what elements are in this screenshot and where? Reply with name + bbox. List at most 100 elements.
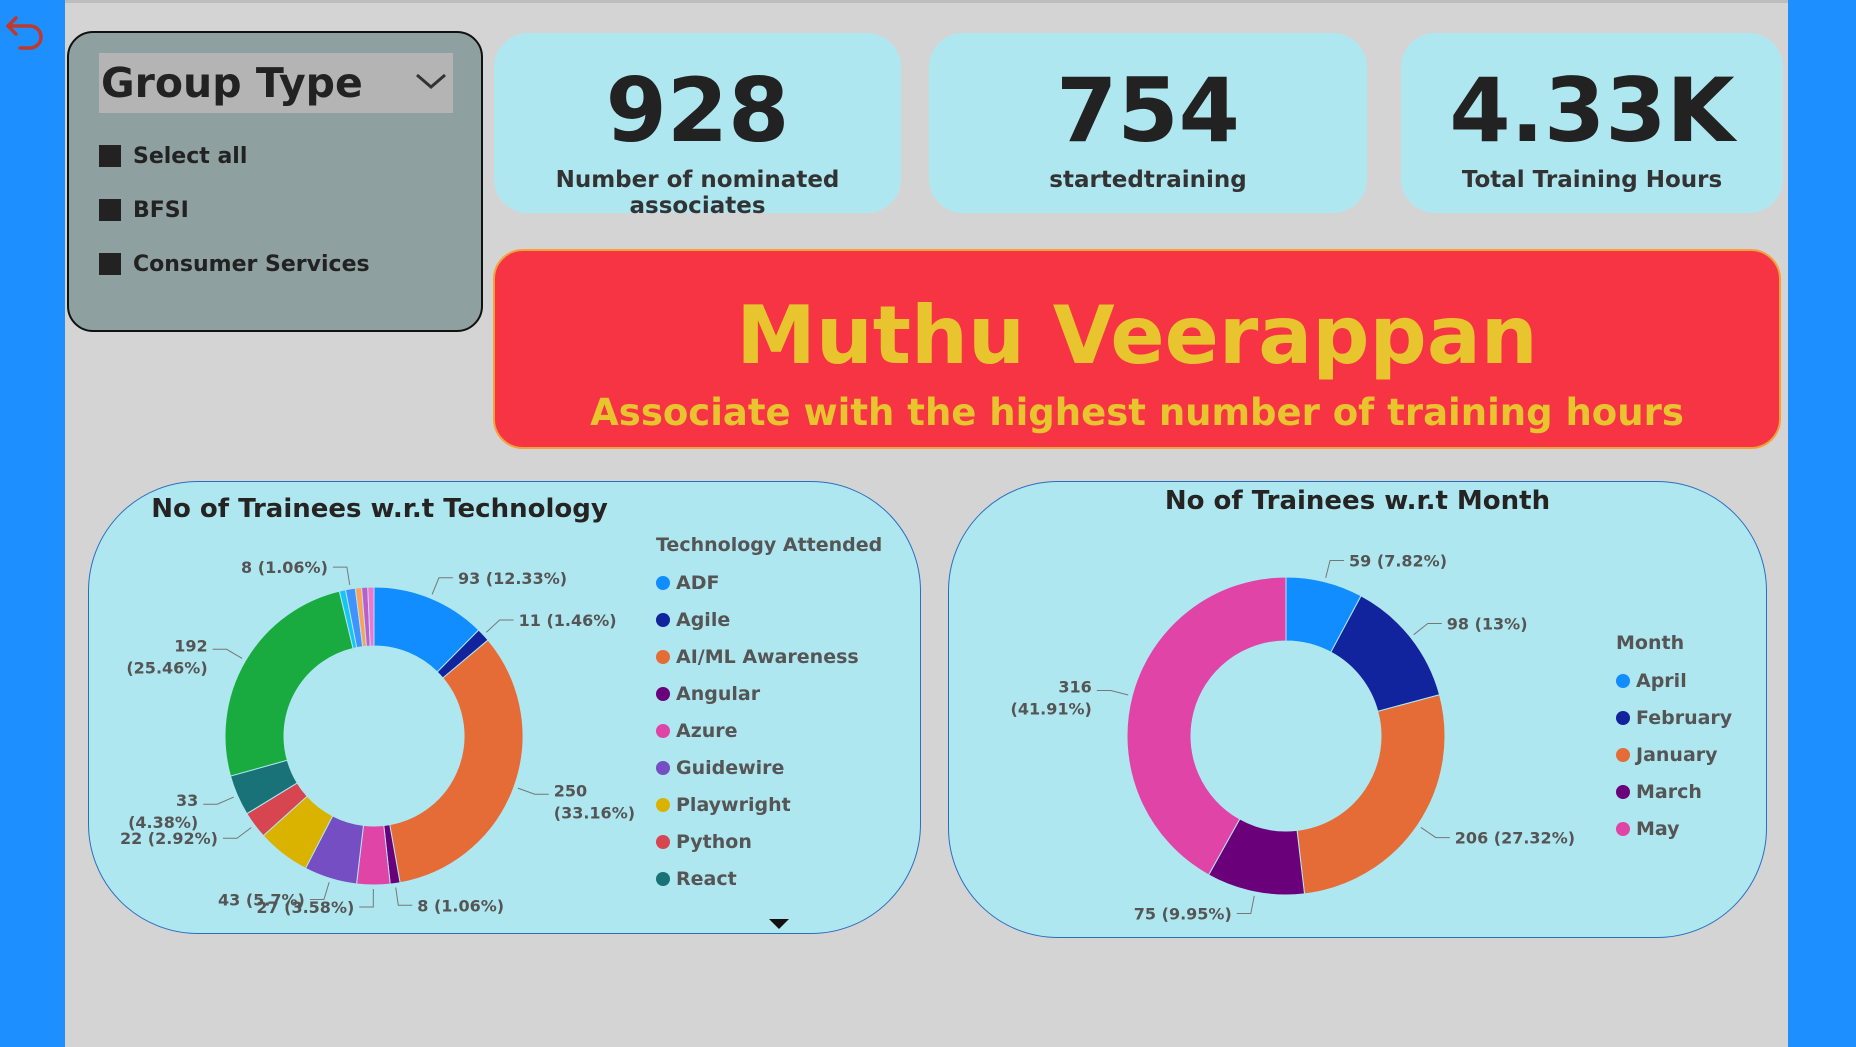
right-sidebar — [1788, 0, 1856, 1047]
label-leader-line — [431, 577, 453, 595]
slicer-item-label: BFSI — [133, 197, 189, 223]
legend-marker — [656, 723, 670, 738]
legend-title: Month — [1616, 632, 1685, 654]
donut-slice-january[interactable] — [1296, 694, 1446, 895]
kpi-card-nominated: 928 Number of nominated associates — [494, 33, 901, 219]
label-leader-line — [222, 827, 252, 839]
data-label: 192 (25.46%) — [126, 636, 207, 677]
legend-label: Agile — [676, 608, 731, 631]
kpi-value: 928 — [605, 59, 790, 162]
checkbox[interactable] — [99, 145, 121, 167]
kpi-card-training-hours: 4.33K Total Training Hours — [1401, 33, 1783, 213]
legend-label: February — [1636, 706, 1733, 729]
data-label: 98 (13%) — [1447, 614, 1528, 633]
checkbox[interactable] — [99, 199, 121, 221]
donut-slice-unnamed-9[interactable] — [224, 590, 354, 777]
legend-marker — [656, 612, 670, 627]
legend-item-react[interactable]: React — [656, 860, 882, 897]
slicer-item-select-all[interactable]: Select all — [99, 139, 247, 173]
slicer-item-bfsi[interactable]: BFSI — [99, 193, 189, 227]
canvas-top-border — [65, 0, 1788, 3]
slicer-item-consumer-services[interactable]: Consumer Services — [99, 247, 370, 281]
slicer-title: Group Type — [101, 59, 363, 107]
legend-item-ai-ml-awareness[interactable]: AI/ML Awareness — [656, 638, 882, 675]
data-label: 75 (9.95%) — [1134, 905, 1232, 924]
group-type-slicer: Group Type Select all BFSI Consumer Serv… — [67, 31, 483, 332]
kpi-label: startedtraining — [1049, 167, 1247, 193]
kpi-value: 754 — [1056, 59, 1240, 162]
legend-label: React — [676, 867, 737, 890]
chevron-down-icon[interactable] — [411, 65, 451, 97]
legend-item-march[interactable]: March — [1616, 773, 1732, 810]
legend-label: Python — [676, 830, 752, 853]
month-donut-chart[interactable]: 59 (7.82%) 98 (13%) 206 (27.32%) 75 (9.95%)… — [949, 482, 1768, 939]
legend-marker — [1616, 747, 1630, 762]
label-leader-line — [332, 566, 351, 586]
label-leader-line — [203, 796, 234, 805]
slicer-item-label: Consumer Services — [133, 251, 370, 277]
associate-name: Muthu Veerappan — [736, 289, 1538, 382]
data-label: 8 (1.06%) — [417, 896, 504, 915]
legend-item-guidewire[interactable]: Guidewire — [656, 749, 882, 786]
label-leader-line — [486, 619, 514, 633]
donut-slice-unnamed-14[interactable] — [367, 586, 375, 647]
legend-marker — [656, 575, 670, 590]
kpi-label: Number of nominated associates — [555, 167, 840, 219]
label-leader-line — [1236, 895, 1255, 915]
legend-label: Guidewire — [676, 756, 785, 779]
legend-item-april[interactable]: April — [1616, 662, 1732, 699]
legend-item-playwright[interactable]: Playwright — [656, 786, 882, 823]
legend-marker — [656, 797, 670, 812]
legend-marker — [656, 760, 670, 775]
chart-title: No of Trainees w.r.t Month — [1164, 486, 1551, 516]
legend-label: Azure — [676, 719, 738, 742]
legend-marker — [1616, 784, 1630, 799]
data-label: 250 (33.16%) — [554, 781, 635, 822]
banner-subtitle: Associate with the highest number of tra… — [590, 391, 1684, 434]
legend-label: AI/ML Awareness — [676, 645, 859, 668]
legend-item-agile[interactable]: Agile — [656, 601, 882, 638]
legend-marker — [1616, 710, 1630, 725]
legend-marker — [656, 686, 670, 701]
legend-item-january[interactable]: January — [1616, 736, 1732, 773]
chart-title: No of Trainees w.r.t Technology — [151, 494, 608, 524]
legend-item-python[interactable]: Python — [656, 823, 882, 860]
legend-label: March — [1636, 780, 1702, 803]
triangle-down-icon[interactable] — [767, 917, 791, 931]
data-label: 59 (7.82%) — [1349, 551, 1447, 570]
donut-slice-may[interactable] — [1126, 576, 1287, 876]
data-label: 316 (41.91%) — [1011, 677, 1092, 718]
legend-marker — [1616, 673, 1630, 688]
legend-label: April — [1636, 669, 1687, 692]
slicer-header[interactable]: Group Type — [99, 53, 453, 113]
legend-item-azure[interactable]: Azure — [656, 712, 882, 749]
legend-item-adf[interactable]: ADF — [656, 564, 882, 601]
legend-title: Technology Attended — [656, 534, 883, 556]
checkbox[interactable] — [99, 253, 121, 275]
data-label: 11 (1.46%) — [519, 611, 617, 630]
label-leader-line — [517, 787, 549, 795]
legend-marker — [1616, 821, 1630, 836]
kpi-value: 4.33K — [1449, 59, 1735, 162]
label-leader-line — [1413, 622, 1442, 636]
technology-chart-card: No of Trainees w.r.t Technology 93 (12.3… — [88, 481, 921, 934]
month-legend: Month April February January March May — [1616, 632, 1732, 847]
data-label: 8 (1.06%) — [241, 558, 328, 577]
top-associate-banner: Muthu Veerappan Associate with the highe… — [493, 249, 1781, 449]
label-leader-line — [395, 887, 413, 906]
donut-slice-ai-ml-awareness[interactable] — [389, 639, 524, 884]
data-label: 22 (2.92%) — [120, 829, 218, 848]
legend-label: ADF — [676, 571, 720, 594]
technology-donut-chart[interactable]: 93 (12.33%) 11 (1.46%) 250 (33.16%) 8 (1.06%… — [89, 482, 922, 935]
technology-legend: Technology Attended ADF Agile AI/ML Awaren… — [656, 534, 882, 897]
legend-item-february[interactable]: February — [1616, 699, 1732, 736]
kpi-label: Total Training Hours — [1461, 167, 1723, 193]
legend-item-may[interactable]: May — [1616, 810, 1732, 847]
undo-arrow-icon[interactable] — [2, 8, 48, 54]
label-leader-line — [212, 648, 243, 659]
legend-label: Playwright — [676, 793, 791, 816]
data-label: 43 (5.7%) — [218, 890, 305, 909]
legend-label: January — [1636, 743, 1718, 766]
legend-item-angular[interactable]: Angular — [656, 675, 882, 712]
label-leader-line — [1096, 689, 1129, 696]
